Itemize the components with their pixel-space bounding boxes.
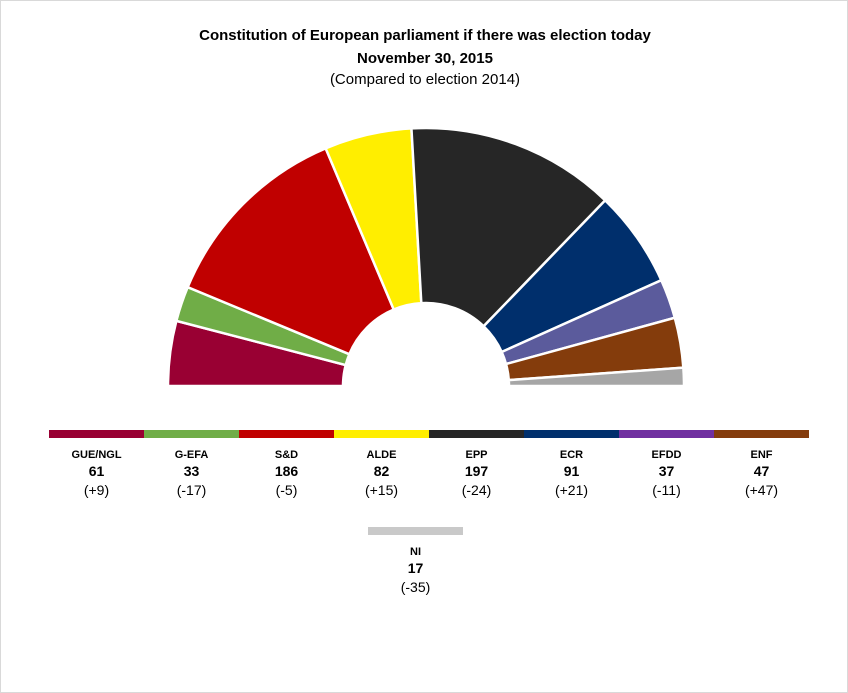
legend-seat-change: (-17) bbox=[176, 482, 207, 498]
legend-item-ni: NI 17 (-35) bbox=[368, 527, 463, 597]
legend-seat-change: (-35) bbox=[400, 579, 431, 595]
legend-seat-count: 17 bbox=[407, 560, 424, 576]
legend-seat-count: 186 bbox=[274, 463, 299, 479]
legend-item-gue-ngl: GUE/NGL 61 (+9) bbox=[49, 430, 144, 500]
legend-item-epp: EPP 197 (-24) bbox=[429, 430, 524, 500]
chart-date: November 30, 2015 bbox=[357, 50, 493, 67]
hemicycle-segment-epp bbox=[410, 126, 607, 329]
legend-item-efdd: EFDD 37 (-11) bbox=[619, 430, 714, 500]
legend-seat-change: (+9) bbox=[83, 482, 110, 498]
legend-seat-count: 47 bbox=[753, 463, 770, 479]
legend-swatch bbox=[368, 527, 463, 535]
legend-item-s-d: S&D 186 (-5) bbox=[239, 430, 334, 500]
legend-seat-count: 33 bbox=[183, 463, 200, 479]
hemicycle-segment-ni bbox=[507, 366, 686, 388]
legend-seat-count: 82 bbox=[373, 463, 390, 479]
legend-swatch bbox=[49, 430, 144, 438]
legend-item-ecr: ECR 91 (+21) bbox=[524, 430, 619, 500]
legend-seat-change: (+21) bbox=[554, 482, 589, 498]
legend-seat-count: 91 bbox=[563, 463, 580, 479]
legend-seat-change: (-5) bbox=[275, 482, 298, 498]
legend-item-enf: ENF 47 (+47) bbox=[714, 430, 809, 500]
legend-swatch bbox=[524, 430, 619, 438]
legend-party-name: GUE/NGL bbox=[71, 449, 122, 461]
legend-party-name: EFDD bbox=[651, 449, 682, 461]
legend-item-alde: ALDE 82 (+15) bbox=[334, 430, 429, 500]
legend-swatch bbox=[334, 430, 429, 438]
hemicycle-segment-s-d bbox=[186, 146, 396, 356]
legend-party-name: ALDE bbox=[366, 449, 397, 461]
legend-party-name: ECR bbox=[559, 449, 584, 461]
legend-party-name: G-EFA bbox=[174, 449, 209, 461]
chart-subtitle: (Compared to election 2014) bbox=[329, 71, 521, 88]
legend-seat-count: 37 bbox=[658, 463, 675, 479]
legend-swatch bbox=[239, 430, 334, 438]
legend-party-name: S&D bbox=[274, 449, 299, 461]
legend-swatch bbox=[619, 430, 714, 438]
chart-title: Constitution of European parliament if t… bbox=[199, 27, 651, 44]
legend-party-name: NI bbox=[410, 546, 421, 558]
legend-seat-count: 61 bbox=[88, 463, 105, 479]
legend-party-name: EPP bbox=[465, 449, 488, 461]
legend-seat-change: (-24) bbox=[461, 482, 492, 498]
legend-party-name: ENF bbox=[750, 449, 773, 461]
legend-swatch bbox=[429, 430, 524, 438]
legend-swatch bbox=[714, 430, 809, 438]
legend-seat-change: (+47) bbox=[744, 482, 779, 498]
legend-seat-change: (+15) bbox=[364, 482, 399, 498]
legend-item-g-efa: G-EFA 33 (-17) bbox=[144, 430, 239, 500]
hemicycle-chart bbox=[166, 126, 686, 388]
legend-swatch bbox=[144, 430, 239, 438]
legend-seat-count: 197 bbox=[464, 463, 489, 479]
legend-seat-change: (-11) bbox=[652, 482, 681, 498]
